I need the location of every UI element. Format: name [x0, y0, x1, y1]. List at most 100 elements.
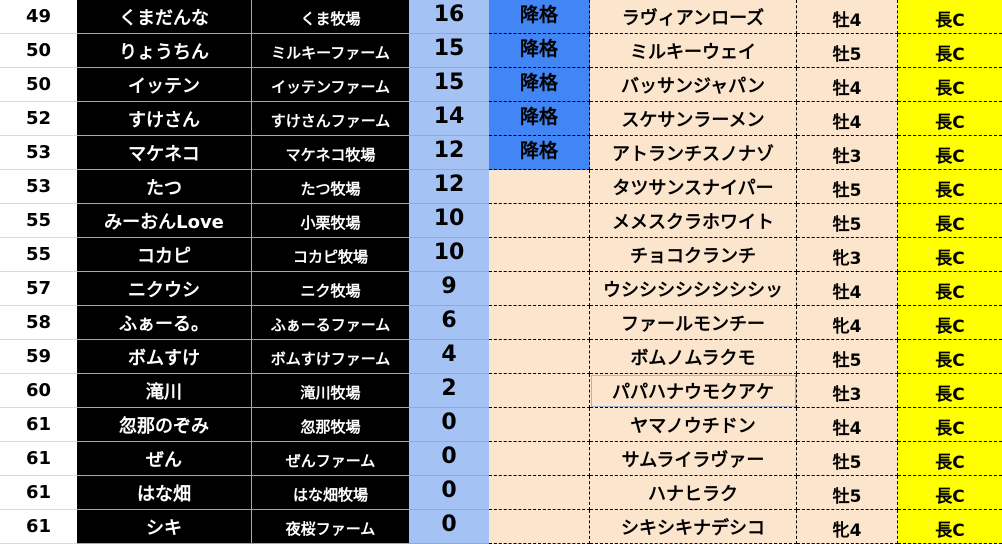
- distance-cell[interactable]: 長C: [898, 136, 1002, 170]
- sex-age-cell[interactable]: 牝3: [797, 238, 898, 272]
- sex-age-cell[interactable]: 牡5: [797, 340, 898, 374]
- score-cell[interactable]: 14: [409, 102, 489, 136]
- score-cell[interactable]: 10: [409, 238, 489, 272]
- owner-name-cell[interactable]: シキ: [77, 510, 252, 544]
- status-cell[interactable]: 降格: [489, 136, 590, 170]
- distance-cell[interactable]: 長C: [898, 510, 1002, 544]
- farm-name-cell[interactable]: ぜんファーム: [252, 442, 409, 476]
- sex-age-cell[interactable]: 牝4: [797, 306, 898, 340]
- owner-name-cell[interactable]: すけさん: [77, 102, 252, 136]
- sex-age-cell[interactable]: 牡4: [797, 68, 898, 102]
- horse-name-cell[interactable]: ヤマノウチドン: [590, 408, 797, 442]
- status-cell[interactable]: [489, 170, 590, 204]
- sex-age-cell[interactable]: 牡4: [797, 102, 898, 136]
- farm-name-cell[interactable]: 小栗牧場: [252, 204, 409, 238]
- farm-name-cell[interactable]: すけさんファーム: [252, 102, 409, 136]
- distance-cell[interactable]: 長C: [898, 306, 1002, 340]
- distance-cell[interactable]: 長C: [898, 374, 1002, 408]
- rank-cell[interactable]: 57: [0, 272, 77, 306]
- score-cell[interactable]: 0: [409, 476, 489, 510]
- rank-cell[interactable]: 59: [0, 340, 77, 374]
- sex-age-cell[interactable]: 牡3: [797, 136, 898, 170]
- distance-cell[interactable]: 長C: [898, 442, 1002, 476]
- horse-name-cell[interactable]: パパハナウモクアケ: [590, 374, 797, 408]
- horse-name-cell[interactable]: ハナヒラク: [590, 476, 797, 510]
- owner-name-cell[interactable]: コカピ: [77, 238, 252, 272]
- rank-cell[interactable]: 58: [0, 306, 77, 340]
- status-cell[interactable]: 降格: [489, 34, 590, 68]
- rank-cell[interactable]: 53: [0, 136, 77, 170]
- horse-name-cell[interactable]: ボムノムラクモ: [590, 340, 797, 374]
- sex-age-cell[interactable]: 牡4: [797, 408, 898, 442]
- status-cell[interactable]: [489, 408, 590, 442]
- distance-cell[interactable]: 長C: [898, 476, 1002, 510]
- rank-cell[interactable]: 61: [0, 476, 77, 510]
- sex-age-cell[interactable]: 牡3: [797, 374, 898, 408]
- status-cell[interactable]: 降格: [489, 68, 590, 102]
- score-cell[interactable]: 12: [409, 136, 489, 170]
- owner-name-cell[interactable]: くまだんな: [77, 0, 252, 34]
- horse-name-cell[interactable]: スケサンラーメン: [590, 102, 797, 136]
- status-cell[interactable]: [489, 272, 590, 306]
- status-cell[interactable]: 降格: [489, 102, 590, 136]
- owner-name-cell[interactable]: 忽那のぞみ: [77, 408, 252, 442]
- farm-name-cell[interactable]: ふぁーるファーム: [252, 306, 409, 340]
- farm-name-cell[interactable]: ミルキーファーム: [252, 34, 409, 68]
- farm-name-cell[interactable]: たつ牧場: [252, 170, 409, 204]
- status-cell[interactable]: [489, 306, 590, 340]
- status-cell[interactable]: [489, 510, 590, 544]
- rank-cell[interactable]: 49: [0, 0, 77, 34]
- status-cell[interactable]: [489, 340, 590, 374]
- distance-cell[interactable]: 長C: [898, 34, 1002, 68]
- sex-age-cell[interactable]: 牡5: [797, 442, 898, 476]
- owner-name-cell[interactable]: マケネコ: [77, 136, 252, 170]
- farm-name-cell[interactable]: 忽那牧場: [252, 408, 409, 442]
- distance-cell[interactable]: 長C: [898, 408, 1002, 442]
- distance-cell[interactable]: 長C: [898, 272, 1002, 306]
- farm-name-cell[interactable]: はな畑牧場: [252, 476, 409, 510]
- rank-cell[interactable]: 55: [0, 238, 77, 272]
- owner-name-cell[interactable]: 滝川: [77, 374, 252, 408]
- score-cell[interactable]: 9: [409, 272, 489, 306]
- distance-cell[interactable]: 長C: [898, 68, 1002, 102]
- horse-name-cell[interactable]: ミルキーウェイ: [590, 34, 797, 68]
- farm-name-cell[interactable]: コカピ牧場: [252, 238, 409, 272]
- owner-name-cell[interactable]: ぜん: [77, 442, 252, 476]
- status-cell[interactable]: [489, 204, 590, 238]
- score-cell[interactable]: 2: [409, 374, 489, 408]
- owner-name-cell[interactable]: たつ: [77, 170, 252, 204]
- rank-cell[interactable]: 60: [0, 374, 77, 408]
- farm-name-cell[interactable]: イッテンファーム: [252, 68, 409, 102]
- score-cell[interactable]: 4: [409, 340, 489, 374]
- farm-name-cell[interactable]: 夜桜ファーム: [252, 510, 409, 544]
- distance-cell[interactable]: 長C: [898, 170, 1002, 204]
- distance-cell[interactable]: 長C: [898, 204, 1002, 238]
- sex-age-cell[interactable]: 牡5: [797, 170, 898, 204]
- rank-cell[interactable]: 52: [0, 102, 77, 136]
- owner-name-cell[interactable]: ボムすけ: [77, 340, 252, 374]
- horse-name-cell[interactable]: チョコクランチ: [590, 238, 797, 272]
- score-cell[interactable]: 0: [409, 442, 489, 476]
- distance-cell[interactable]: 長C: [898, 238, 1002, 272]
- horse-name-cell[interactable]: ファールモンチー: [590, 306, 797, 340]
- score-cell[interactable]: 16: [409, 0, 489, 34]
- sex-age-cell[interactable]: 牡5: [797, 476, 898, 510]
- rank-cell[interactable]: 61: [0, 442, 77, 476]
- horse-name-cell[interactable]: タツサンスナイパー: [590, 170, 797, 204]
- rank-cell[interactable]: 53: [0, 170, 77, 204]
- distance-cell[interactable]: 長C: [898, 102, 1002, 136]
- horse-name-cell[interactable]: サムライラヴァー: [590, 442, 797, 476]
- farm-name-cell[interactable]: くま牧場: [252, 0, 409, 34]
- status-cell[interactable]: [489, 238, 590, 272]
- farm-name-cell[interactable]: 滝川牧場: [252, 374, 409, 408]
- score-cell[interactable]: 12: [409, 170, 489, 204]
- status-cell[interactable]: [489, 442, 590, 476]
- owner-name-cell[interactable]: はな畑: [77, 476, 252, 510]
- farm-name-cell[interactable]: マケネコ牧場: [252, 136, 409, 170]
- rank-cell[interactable]: 50: [0, 34, 77, 68]
- rank-cell[interactable]: 61: [0, 408, 77, 442]
- sex-age-cell[interactable]: 牡5: [797, 204, 898, 238]
- distance-cell[interactable]: 長C: [898, 0, 1002, 34]
- score-cell[interactable]: 6: [409, 306, 489, 340]
- horse-name-cell[interactable]: メメスクラホワイト: [590, 204, 797, 238]
